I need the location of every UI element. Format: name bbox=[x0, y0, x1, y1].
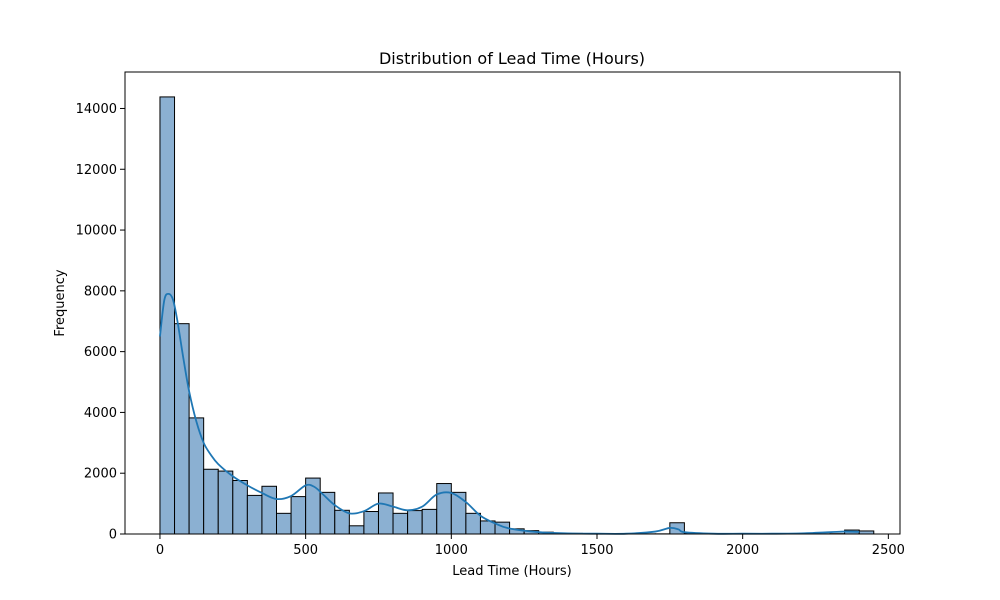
y-tick-label: 8000 bbox=[84, 284, 117, 299]
histogram-bar bbox=[246, 494, 263, 535]
plot-frame bbox=[124, 71, 901, 535]
histogram-bar bbox=[348, 525, 365, 535]
bars-group bbox=[159, 96, 875, 535]
x-axis-label: Lead Time (Hours) bbox=[452, 564, 572, 579]
kde-line bbox=[159, 292, 860, 535]
histogram-bar bbox=[436, 483, 452, 535]
y-tick-label: 12000 bbox=[76, 163, 117, 178]
x-tick-label: 500 bbox=[293, 543, 318, 558]
y-axis-label: Frequency bbox=[53, 269, 68, 336]
histogram-bar bbox=[450, 491, 467, 535]
x-tick-label: 1500 bbox=[580, 543, 613, 558]
histogram-bar bbox=[392, 512, 409, 535]
histogram-bar bbox=[407, 510, 423, 535]
histogram-bar bbox=[290, 496, 307, 535]
histogram-bar bbox=[377, 492, 394, 535]
histogram-bar bbox=[465, 512, 481, 535]
x-tick-label: 2000 bbox=[726, 543, 759, 558]
histogram-bar bbox=[217, 470, 234, 535]
histogram-bar bbox=[334, 509, 350, 535]
y-tick-label: 0 bbox=[109, 528, 117, 543]
y-tick-label: 6000 bbox=[84, 345, 117, 360]
histogram-bar bbox=[421, 508, 438, 535]
x-axis-ticks: 0 500 1000 1500 2000 2500 bbox=[156, 534, 905, 558]
x-tick-label: 0 bbox=[156, 543, 164, 558]
histogram-bar bbox=[276, 512, 292, 535]
x-tick-label: 1000 bbox=[435, 543, 468, 558]
chart-title: Distribution of Lead Time (Hours) bbox=[379, 49, 645, 68]
histogram-bar bbox=[174, 323, 190, 535]
y-tick-label: 2000 bbox=[84, 467, 117, 482]
histogram-bar bbox=[232, 480, 248, 535]
y-axis-ticks: 0 2000 4000 6000 8000 10000 12000 14000 bbox=[76, 102, 125, 543]
histogram-bar bbox=[363, 511, 379, 535]
x-tick-label: 2500 bbox=[872, 543, 905, 558]
y-tick-label: 14000 bbox=[76, 102, 117, 117]
histogram-bar bbox=[203, 468, 219, 535]
y-tick-label: 4000 bbox=[84, 406, 117, 421]
y-tick-label: 10000 bbox=[76, 224, 117, 239]
